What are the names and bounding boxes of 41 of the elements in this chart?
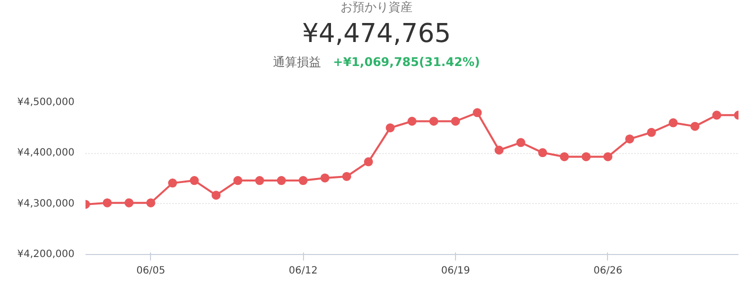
text: +¥1,069,785(31.42%) xyxy=(333,55,480,70)
point xyxy=(516,138,526,148)
point xyxy=(255,176,264,186)
point xyxy=(712,110,722,120)
x-tick-label: 06/05 xyxy=(136,266,166,276)
point xyxy=(276,176,286,186)
point xyxy=(472,108,482,118)
point xyxy=(690,122,700,131)
chart-subtitle: ¥4,474,765 xyxy=(301,18,452,51)
point xyxy=(233,176,242,186)
y-tick-label: ¥4,500,000 xyxy=(17,97,75,108)
point xyxy=(146,198,156,208)
point xyxy=(538,148,548,158)
point xyxy=(451,116,460,126)
point xyxy=(582,152,591,162)
point xyxy=(364,157,373,166)
point xyxy=(298,176,308,186)
point xyxy=(342,172,352,181)
point xyxy=(603,152,612,162)
point xyxy=(320,174,330,182)
point xyxy=(212,190,221,200)
x-tick-label: 06/26 xyxy=(593,266,622,276)
point xyxy=(429,116,438,126)
point xyxy=(190,176,199,186)
y-tick-label: ¥4,200,000 xyxy=(17,249,75,260)
point xyxy=(124,198,134,208)
y-tick-label: ¥4,300,000 xyxy=(17,198,75,210)
x-tick-label: 06/12 xyxy=(288,266,318,276)
chart-title: お預かり資産 xyxy=(340,0,414,16)
point xyxy=(102,198,112,208)
point xyxy=(560,152,569,162)
y-tick-label: ¥4,400,000 xyxy=(17,148,75,159)
x-tick-label: 06/19 xyxy=(441,266,470,276)
point xyxy=(168,178,178,188)
point xyxy=(494,146,504,155)
point xyxy=(668,118,678,128)
point xyxy=(625,134,634,144)
point xyxy=(646,128,656,137)
point xyxy=(408,116,416,126)
point xyxy=(386,123,395,132)
text: 通算損益 xyxy=(273,55,322,70)
